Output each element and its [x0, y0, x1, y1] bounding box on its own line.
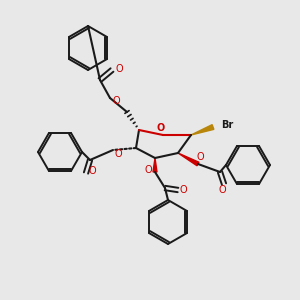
- Text: O: O: [218, 185, 226, 195]
- Text: O: O: [114, 149, 122, 159]
- Text: O: O: [157, 123, 165, 133]
- Text: O: O: [144, 165, 152, 175]
- Text: O: O: [179, 185, 187, 195]
- Text: O: O: [88, 166, 96, 176]
- Text: O: O: [112, 96, 120, 106]
- Polygon shape: [178, 153, 199, 166]
- Polygon shape: [191, 125, 214, 135]
- Text: O: O: [196, 152, 204, 162]
- Text: Br: Br: [221, 120, 233, 130]
- Text: O: O: [115, 64, 123, 74]
- Polygon shape: [153, 158, 157, 172]
